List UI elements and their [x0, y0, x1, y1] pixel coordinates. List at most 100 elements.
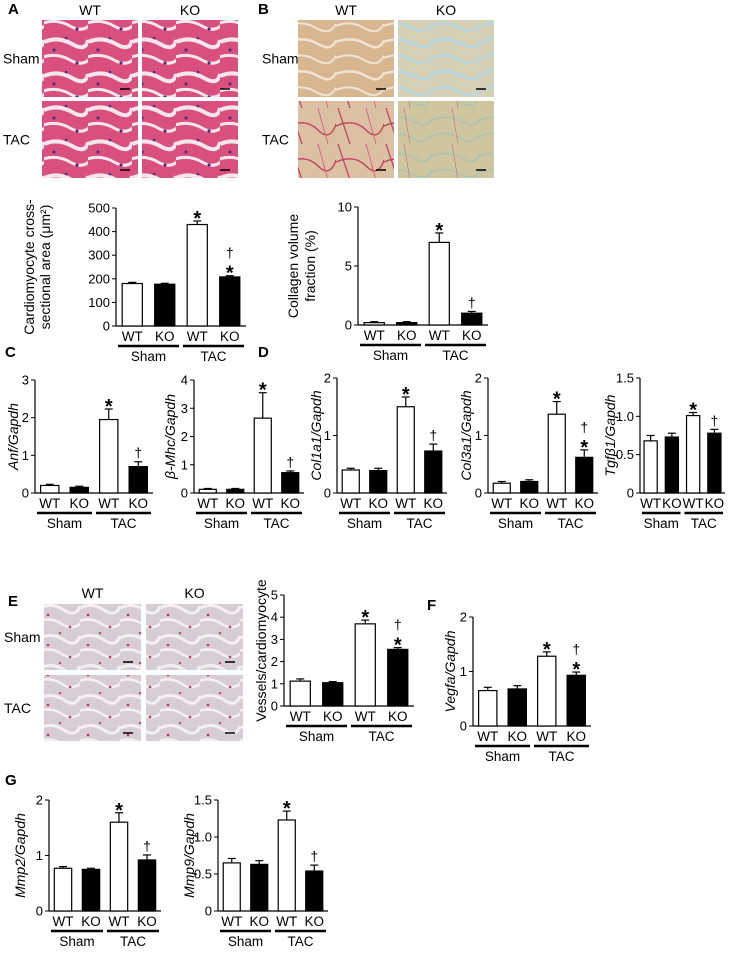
panel-letter-B: B: [258, 1, 269, 18]
bar-tac-wt: [354, 623, 376, 707]
group-label: Sham: [59, 934, 94, 949]
bar-tac-wt: [186, 223, 208, 327]
micrograph-tac-wt: [42, 101, 138, 178]
group-label: Sham: [347, 516, 382, 531]
micrograph-row-label: Sham: [262, 51, 299, 67]
y-tick-label: 1: [36, 848, 43, 863]
bar-tac-wt: [277, 819, 296, 912]
x-category-label: WT: [187, 329, 208, 344]
y-tick-label: 1: [181, 457, 188, 472]
group-label: Sham: [228, 934, 263, 949]
panel-letter-F: F: [427, 597, 436, 614]
bar-sham-ko: [226, 488, 245, 494]
y-tick-label: 4: [181, 373, 188, 388]
y-tick-label: 0: [22, 486, 29, 501]
x-category-label: WT: [98, 496, 119, 511]
significance-star: *: [543, 639, 551, 661]
x-category-label: WT: [395, 496, 416, 511]
x-category-label: KO: [137, 914, 157, 929]
x-category-label: KO: [225, 496, 245, 511]
group-label: Sham: [47, 516, 82, 531]
y-tick-label: 0: [205, 904, 212, 919]
x-category-label: KO: [368, 496, 388, 511]
group-label: TAC: [120, 934, 146, 949]
panel-letter-C: C: [5, 344, 16, 361]
significance-star: *: [580, 437, 588, 459]
y-tick-label: 2: [460, 610, 467, 625]
bar-sham-ko: [81, 868, 101, 912]
micrograph-panel-E: WT KO Sham TAC: [4, 585, 243, 741]
x-category-label: WT: [122, 329, 143, 344]
bar-sham-ko: [369, 469, 388, 494]
group-label: TAC: [264, 516, 290, 531]
y-tick-label: 400: [88, 224, 110, 239]
micrograph-tac-ko: [398, 101, 494, 178]
group-label: Sham: [373, 348, 408, 363]
significance-star: *: [226, 263, 234, 285]
group-label: TAC: [549, 749, 575, 764]
x-category-label: KO: [249, 914, 269, 929]
x-category-label: WT: [640, 496, 661, 511]
y-tick-label: 0: [103, 319, 110, 334]
x-category-label: WT: [477, 729, 498, 744]
y-axis-label: β-Mhc/Gapdh: [162, 394, 178, 480]
chart-G-mmp2: 0 1 2 Mmp2/Gapdh WT KO * WT † KO Sham TAC: [12, 793, 161, 949]
micrograph-row-label: Sham: [4, 629, 41, 645]
x-category-label: KO: [462, 328, 482, 343]
micrograph-row-label: TAC: [4, 700, 31, 716]
y-tick-label: 0: [475, 486, 482, 501]
bar-tac-ko: [305, 870, 324, 912]
y-tick-label: 0: [627, 486, 634, 501]
bar-tac-wt: [99, 418, 119, 494]
y-tick-label: 0: [181, 486, 188, 501]
bar-tac-ko: [281, 472, 300, 494]
group-label: TAC: [369, 729, 395, 744]
group-label: Sham: [485, 749, 520, 764]
significance-star: *: [259, 380, 267, 402]
y-tick-label: 2: [181, 429, 188, 444]
significance-star: *: [572, 659, 580, 681]
bar-tac-ko: [461, 312, 483, 326]
bar-sham-wt: [363, 322, 385, 326]
y-tick-label: 100: [88, 295, 110, 310]
y-axis-label: Collagen volume: [285, 214, 301, 318]
y-tick-label: 1.5: [616, 371, 634, 386]
significance-star: *: [689, 400, 697, 422]
y-axis-label: Mmp9/Gapdh: [181, 813, 197, 898]
y-tick-label: 10: [338, 200, 352, 215]
x-category-label: KO: [397, 328, 417, 343]
y-axis-label: Anf/Gapdh: [5, 403, 21, 471]
bar-sham-ko: [154, 283, 176, 327]
bar-tac-ko: [566, 674, 586, 727]
y-tick-label: 0: [271, 699, 278, 714]
bar-sham-wt: [492, 482, 511, 494]
significance-dagger: †: [286, 454, 294, 470]
x-category-label: KO: [280, 496, 300, 511]
x-category-label: KO: [128, 496, 148, 511]
y-tick-label: 300: [88, 248, 110, 263]
panel-letter-D: D: [258, 344, 269, 361]
bar-sham-wt: [198, 488, 217, 494]
y-tick-label: 1: [22, 448, 29, 463]
micrograph-tac-ko: [146, 675, 243, 741]
group-label: Sham: [299, 729, 334, 744]
bar-sham-wt: [53, 867, 73, 912]
group-label: TAC: [443, 348, 469, 363]
x-category-label: WT: [355, 709, 376, 724]
bar-tac-ko: [387, 648, 409, 707]
micrograph-col-label: KO: [436, 2, 456, 18]
y-tick-label: 3: [181, 401, 188, 416]
bar-tac-ko: [575, 456, 594, 494]
chart-B-collagen-volume: 0 5 10 Collagen volume fraction (%) WT KO * WT † K…: [285, 200, 488, 363]
y-tick-label: 0.5: [194, 867, 212, 882]
micrograph-tac-wt: [44, 675, 141, 741]
x-category-label: KO: [574, 496, 594, 511]
significance-star: *: [193, 208, 201, 230]
micrograph-sham-ko: [398, 20, 494, 97]
significance-star: *: [435, 220, 443, 242]
y-tick-label: 500: [88, 201, 110, 216]
significance-star: *: [402, 384, 410, 406]
